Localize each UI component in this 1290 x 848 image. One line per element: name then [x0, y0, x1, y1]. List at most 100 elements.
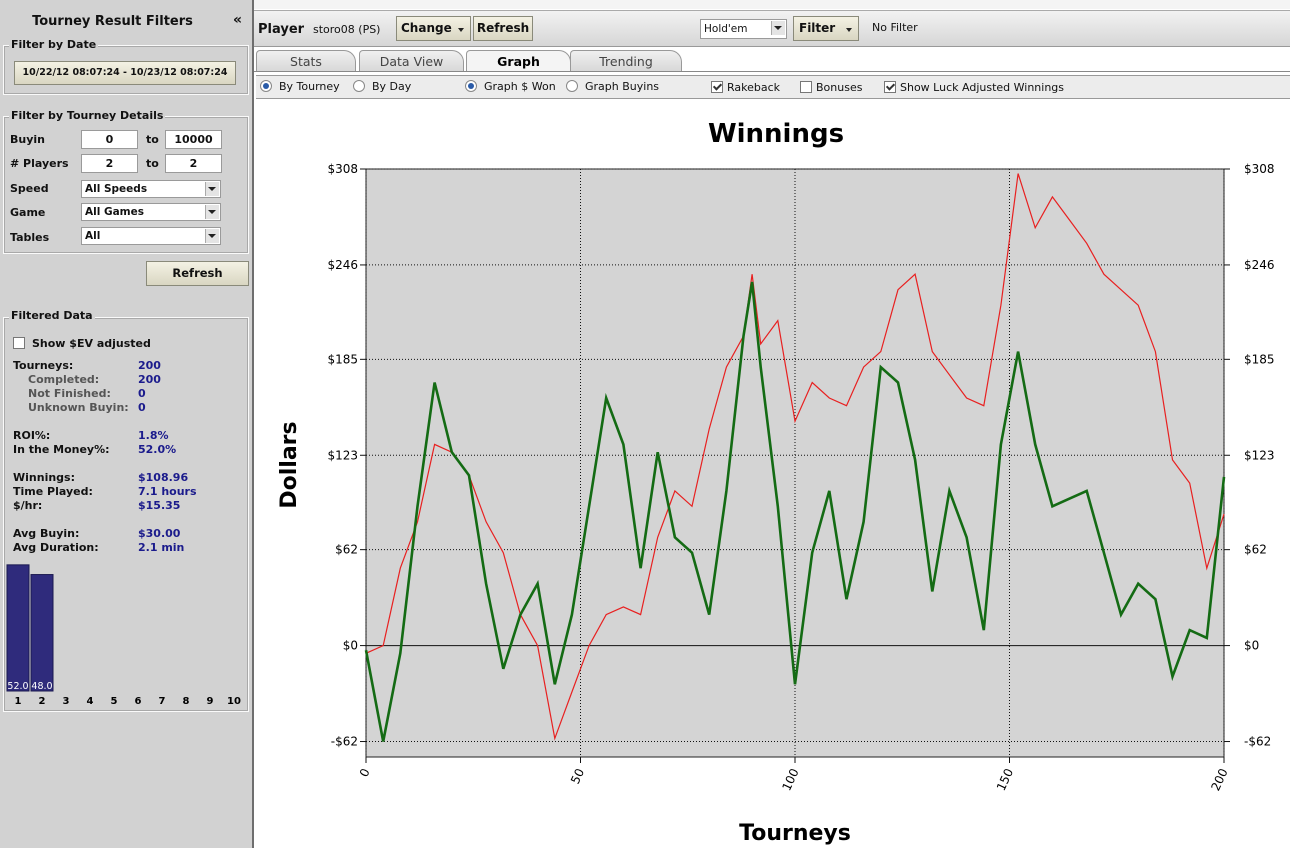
stat-label: Avg Buyin:	[13, 527, 80, 540]
series-line	[365, 173, 1225, 741]
y-tick-label: -$62	[331, 735, 358, 749]
bar	[30, 574, 54, 692]
players-max[interactable]: 2	[165, 154, 222, 173]
speed-select[interactable]: All Speeds	[81, 180, 221, 198]
stat-value: $15.35	[138, 499, 181, 512]
x-tick-label: 150	[994, 766, 1016, 793]
radio[interactable]	[260, 80, 272, 92]
x-tick-label: 5	[111, 696, 118, 707]
group-heading: Filter by Date	[9, 38, 99, 51]
tables-select[interactable]: All	[81, 227, 221, 245]
option-label: Graph $ Won	[484, 80, 556, 93]
x-tick-label: 10	[227, 696, 241, 707]
checkbox[interactable]	[800, 81, 812, 93]
x-tick-label: 7	[159, 696, 166, 707]
x-tick-label: 0	[357, 766, 373, 779]
ev-checkbox[interactable]	[13, 337, 25, 349]
y-tick-label: $0	[343, 639, 358, 653]
refresh-button[interactable]: Refresh	[146, 261, 249, 286]
y-tick-label: $185	[327, 352, 358, 366]
stat-value: 2.1 min	[138, 541, 185, 554]
x-tick-label: 1	[15, 696, 22, 707]
change-button[interactable]: Change	[396, 16, 471, 41]
radio[interactable]	[465, 80, 477, 92]
tab-active[interactable]: Graph	[466, 50, 571, 71]
game-select[interactable]: All Games	[81, 203, 221, 221]
checkbox-label: Show $EV adjusted	[32, 337, 151, 350]
x-tick-label: 50	[568, 766, 587, 786]
y-tick-label: $123	[327, 448, 358, 462]
option-label: Bonuses	[816, 81, 863, 94]
stat-value: 200	[138, 359, 161, 372]
tab-line	[254, 71, 1290, 72]
option-label: Show Luck Adjusted Winnings	[900, 81, 1065, 94]
winnings-chart: Winnings Dollars Tourneys -$62 -$62 $0 $0 $62 $6…	[277, 119, 1275, 846]
player-name: storo08 (PS)	[313, 23, 381, 36]
stat-label: $/hr:	[13, 499, 43, 512]
stat-value: 7.1 hours	[138, 485, 197, 498]
buyin-max[interactable]: 10000	[165, 130, 222, 149]
bar-label: 48.0	[31, 681, 52, 692]
x-tick-label: 3	[63, 696, 70, 707]
x-tick-label: 200	[1208, 766, 1230, 793]
stat-value: 0	[138, 387, 146, 400]
tab[interactable]: Stats	[256, 50, 356, 71]
y-tick-label: $62	[335, 543, 358, 557]
graph-options: By Tourney By Day Graph $ Won Graph Buyi…	[256, 75, 1290, 99]
option-label: Rakeback	[727, 81, 781, 94]
checkbox[interactable]	[711, 81, 723, 93]
option-label: Graph Buyins	[585, 80, 660, 93]
stat-label: Unknown Buyin:	[28, 401, 129, 414]
group-heading: Filtered Data	[9, 309, 95, 322]
y2-tick-label: $246	[1244, 258, 1275, 272]
y2-tick-label: -$62	[1244, 735, 1271, 749]
radio[interactable]	[353, 80, 365, 92]
stat-label: Completed:	[28, 373, 100, 386]
stat-label: ROI%:	[13, 429, 51, 442]
tab[interactable]: Data View	[359, 50, 464, 71]
stat-value: 0	[138, 401, 146, 414]
refresh-button[interactable]: Refresh	[473, 16, 533, 41]
option-label: By Tourney	[279, 80, 340, 93]
sidebar-title: Tourney Result Filters	[32, 14, 193, 29]
y2-tick-label: $308	[1244, 162, 1275, 176]
stat-value: 1.8%	[138, 429, 169, 442]
game-select[interactable]: Hold'em	[700, 19, 787, 39]
bar-label: 52.0	[7, 681, 28, 692]
x-tick-label: 100	[779, 766, 801, 793]
x-tick-label: 2	[39, 696, 46, 707]
field-label: Speed	[10, 182, 49, 195]
tab[interactable]: Trending	[570, 50, 682, 71]
itm-chart: 1 52.0 2 48.0 3 4 5 6 7 8 9 10	[6, 564, 241, 707]
collapse-button[interactable]: «	[233, 12, 243, 28]
series-line	[364, 281, 1226, 742]
filter-button[interactable]: Filter	[793, 16, 859, 41]
date-range-button[interactable]: 10/22/12 08:07:24 - 10/23/12 08:07:24	[14, 61, 236, 85]
stat-label: Time Played:	[13, 485, 93, 498]
y2-tick-label: $185	[1244, 352, 1275, 366]
field-label: Buyin	[10, 133, 45, 146]
y-axis-label: Dollars	[277, 421, 302, 508]
top-strip	[254, 0, 1290, 9]
chart-title: Winnings	[708, 119, 844, 149]
y-tick-label: $246	[327, 258, 358, 272]
date-group	[3, 45, 249, 95]
stat-value: 200	[138, 373, 161, 386]
x-tick-label: 8	[183, 696, 190, 707]
checkbox[interactable]	[884, 81, 896, 93]
stat-label: Winnings:	[13, 471, 75, 484]
buyin-min[interactable]: 0	[81, 130, 138, 149]
stat-label: In the Money%:	[13, 443, 110, 456]
field-label: Tables	[10, 231, 50, 244]
stat-label: Tourneys:	[13, 359, 74, 372]
y2-tick-label: $0	[1244, 639, 1259, 653]
field-label: Game	[10, 206, 46, 219]
player-label: Player	[258, 22, 305, 37]
y2-tick-label: $123	[1244, 448, 1275, 462]
filtered-group	[3, 317, 249, 712]
radio[interactable]	[566, 80, 578, 92]
stat-label: Not Finished:	[28, 387, 111, 400]
players-min[interactable]: 2	[81, 154, 138, 173]
to-label: to	[146, 133, 159, 146]
